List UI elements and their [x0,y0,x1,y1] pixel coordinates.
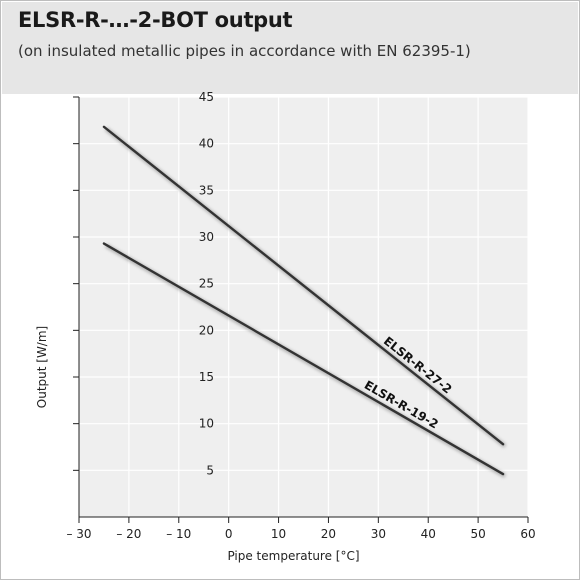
y-axis-label: Output [W/m] [35,326,49,408]
x-axis-label: Pipe temperature [°C] [227,549,359,563]
x-tick-label: 60 [520,527,535,541]
x-tick-label: 40 [421,527,436,541]
x-tick-label: – 30 [66,527,91,541]
x-tick-label: 0 [225,527,233,541]
x-tick-label: 10 [271,527,286,541]
y-tick-label: 45 [199,90,214,104]
y-tick-label: 10 [199,417,214,431]
x-tick-label: 50 [470,527,485,541]
chart-title: ELSR-R-…-2-BOT output [18,8,293,32]
y-tick-label: 15 [199,370,214,384]
series-line [102,242,505,476]
chart-header: ELSR-R-…-2-BOT output (on insulated meta… [2,2,578,94]
y-tick-label: 20 [199,323,214,337]
y-tick-label: 40 [199,137,214,151]
x-tick-label: 20 [321,527,336,541]
x-tick-label: – 10 [166,527,191,541]
y-tick-label: 30 [199,230,214,244]
series-line [102,125,505,446]
x-tick-label: – 20 [116,527,141,541]
y-tick-label: 35 [199,183,214,197]
y-tick-label: 5 [206,463,214,477]
x-tick-label: 30 [371,527,386,541]
chart-subtitle: (on insulated metallic pipes in accordan… [18,42,471,60]
y-tick-label: 25 [199,277,214,291]
